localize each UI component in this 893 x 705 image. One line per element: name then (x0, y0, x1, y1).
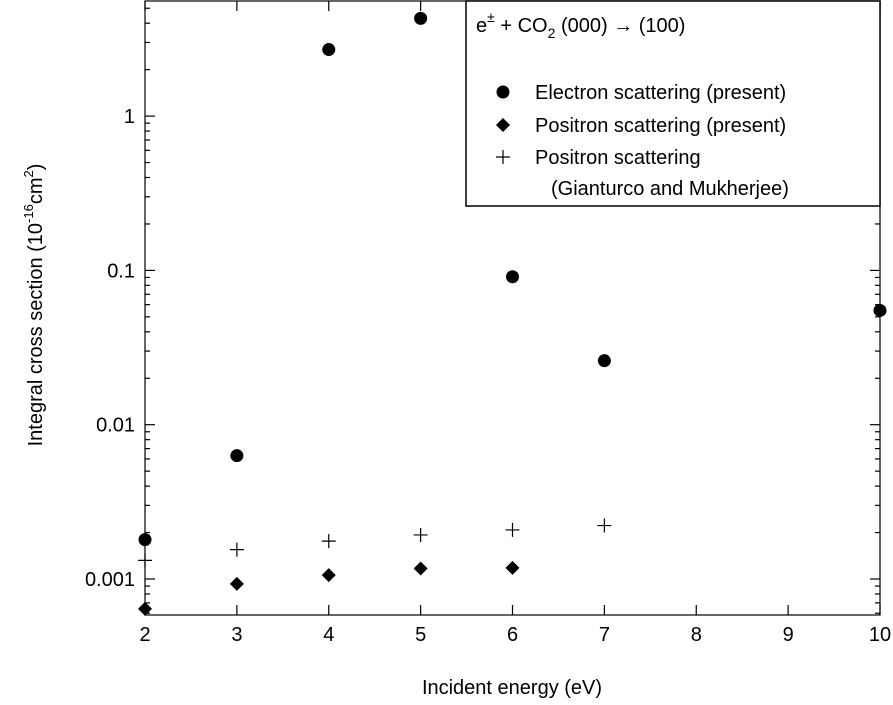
legend-title-rest: (000) → (100) (555, 15, 685, 37)
positron-gm-point (413, 527, 428, 542)
x-tick-label: 6 (507, 624, 518, 646)
y-tick-label: 0.1 (107, 260, 135, 282)
positron-present-point (138, 601, 152, 616)
y-tick-label: 0.01 (96, 415, 135, 437)
x-tick-label: 2 (139, 624, 150, 646)
y-axis-label-main: Integral cross section (10 (25, 223, 47, 446)
positron-gm-point (597, 518, 612, 533)
legend-marker-positron-gm (496, 150, 510, 164)
x-tick-label: 9 (783, 624, 794, 646)
x-tick-label: 4 (323, 624, 334, 646)
x-axis-label: Incident energy (eV) (422, 677, 602, 699)
legend-box (465, 0, 881, 207)
data-marks (138, 11, 887, 616)
y-axis-ticks: 0.001 0.01 0.1 1 (85, 7, 880, 614)
legend-title-sub: 2 (548, 25, 556, 41)
x-tick-label: 3 (231, 624, 242, 646)
positron-gm-point (138, 553, 152, 568)
electron-point (873, 303, 887, 317)
legend-title: e± + CO2 (000) → (100) (476, 9, 685, 41)
positron-gm-point (321, 534, 336, 549)
electron-point (230, 449, 244, 463)
x-axis-ticks: 2 3 4 5 6 7 8 9 10 (139, 1, 891, 646)
legend-label-positron-gm-line2: (Gianturco and Mukherjee) (551, 178, 789, 200)
x-tick-label: 7 (599, 624, 610, 646)
legend-marker-electron (496, 85, 510, 99)
legend-label-electron: Electron scattering (present) (535, 82, 786, 104)
electron-point (322, 43, 336, 57)
y-axis-label-close: ) (25, 164, 47, 171)
y-axis-label-unit-exp: 2 (21, 170, 36, 177)
positron-present-point (413, 561, 428, 576)
legend-label-positron-gm: Positron scattering (535, 147, 701, 169)
legend: e± + CO2 (000) → (100) Electron scatteri… (465, 0, 881, 207)
positron-present-point (229, 576, 244, 591)
y-axis-label-unit: cm (25, 178, 47, 205)
legend-title-pm: ± (487, 9, 495, 25)
y-tick-label: 0.001 (85, 569, 135, 591)
x-tick-label: 5 (415, 624, 426, 646)
legend-title-e: e (476, 15, 487, 37)
x-tick-label: 10 (869, 624, 891, 646)
y-axis-label: Integral cross section (10-16cm2) (21, 164, 47, 447)
electron-point (506, 270, 519, 284)
electron-point (414, 11, 428, 25)
positron-present-point (321, 568, 336, 583)
y-axis-label-exp: -16 (21, 204, 36, 223)
legend-title-plus-co: + CO (495, 15, 548, 37)
electron-point (597, 354, 611, 368)
y-tick-label: 1 (124, 106, 135, 128)
positron-gm-point (505, 522, 520, 537)
x-tick-label: 8 (691, 624, 702, 646)
legend-marker-positron-present (496, 118, 510, 132)
positron-present-point (505, 560, 520, 575)
electron-point (138, 533, 152, 547)
positron-gm-point (229, 542, 244, 557)
legend-label-positron-present: Positron scattering (present) (535, 115, 786, 137)
